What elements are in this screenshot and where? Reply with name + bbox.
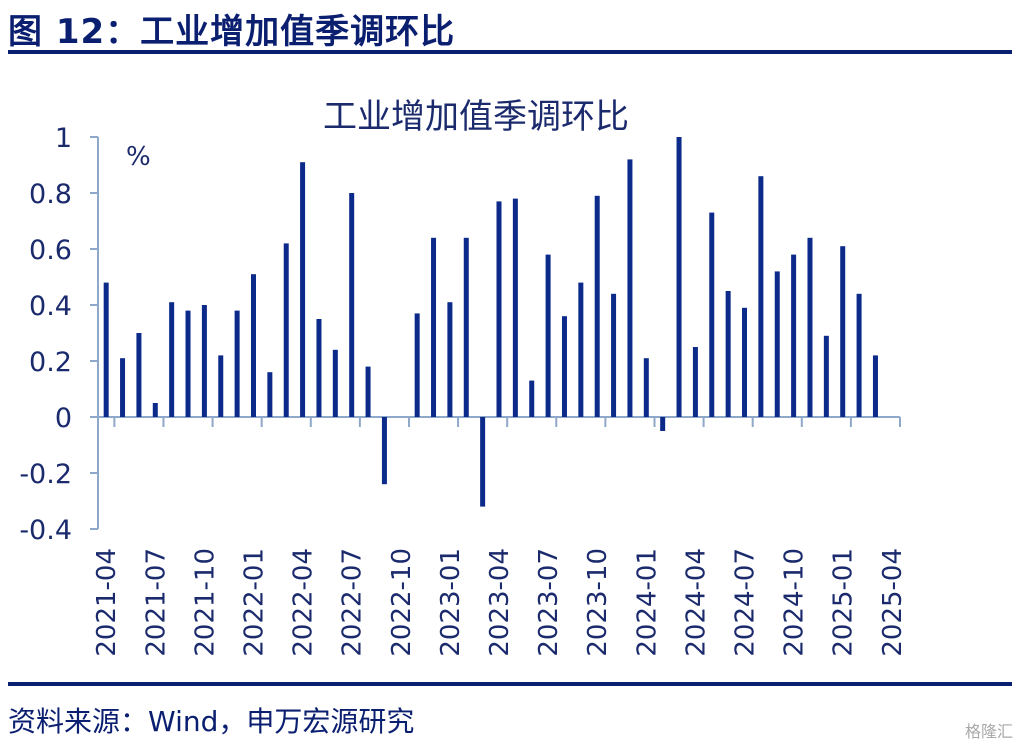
- watermark: 格隆汇: [964, 722, 1013, 741]
- bar: [316, 319, 322, 417]
- bar: [611, 293, 617, 417]
- bar: [872, 355, 878, 417]
- bar: [250, 274, 256, 417]
- x-tick-label: 2023-01: [436, 548, 466, 657]
- y-tick-label: 0: [55, 403, 72, 434]
- x-tick-label: 2024-01: [632, 548, 662, 657]
- source-note: 资料来源：Wind，申万宏源研究: [8, 705, 415, 738]
- bar: [742, 307, 748, 417]
- x-tick-label: 2021-04: [92, 548, 122, 657]
- x-tick-label: 2022-07: [338, 548, 368, 657]
- bar: [431, 237, 437, 417]
- bar: [692, 347, 698, 417]
- bar: [381, 417, 387, 485]
- x-tick-label: 2025-04: [878, 548, 908, 657]
- chart-title: 工业增加值季调环比: [323, 97, 629, 137]
- bar: [365, 366, 371, 417]
- bar: [529, 380, 535, 417]
- bar: [234, 310, 240, 417]
- bar: [709, 212, 715, 417]
- x-tick-label: 2024-07: [731, 548, 761, 657]
- x-tick-label: 2023-10: [583, 548, 613, 657]
- y-tick-label: 0.8: [29, 179, 72, 210]
- bar: [201, 305, 207, 417]
- bar: [791, 254, 797, 417]
- bar: [758, 176, 764, 417]
- bar: [594, 195, 600, 417]
- x-tick-label: 2022-04: [289, 548, 319, 657]
- y-tick-label: 0.4: [29, 291, 72, 322]
- bar: [496, 201, 502, 417]
- figure-title: 图 12：工业增加值季调环比: [8, 12, 456, 52]
- bar: [185, 310, 191, 417]
- bar: [480, 417, 486, 507]
- top-rule: [8, 50, 1012, 54]
- y-tick-label: 1: [55, 123, 72, 154]
- bar: [218, 355, 224, 417]
- bar: [725, 291, 731, 417]
- bar: [660, 417, 666, 431]
- bar: [807, 237, 813, 417]
- y-tick-label: -0.4: [19, 515, 72, 546]
- bar: [169, 302, 175, 417]
- bar: [545, 254, 551, 417]
- bar: [676, 137, 682, 417]
- y-tick-label: -0.2: [19, 459, 72, 490]
- x-tick-label: 2021-10: [190, 548, 220, 657]
- bar: [578, 282, 584, 417]
- bar: [840, 246, 846, 417]
- bar: [463, 237, 469, 417]
- x-tick-label: 2024-04: [681, 548, 711, 657]
- bar: [332, 349, 338, 417]
- x-tick-label: 2025-01: [829, 548, 859, 657]
- bar: [643, 358, 649, 417]
- bar: [561, 316, 567, 417]
- x-tick-label: 2023-04: [485, 548, 515, 657]
- x-tick-label: 2023-07: [534, 548, 564, 657]
- x-tick-label: 2024-10: [780, 548, 810, 657]
- unit-label: %: [126, 142, 151, 172]
- bar: [774, 271, 780, 417]
- bar: [120, 358, 126, 417]
- x-tick-label: 2022-10: [387, 548, 417, 657]
- bar: [283, 243, 289, 417]
- bar: [627, 159, 633, 417]
- y-tick-label: 0.6: [29, 235, 72, 266]
- bar: [103, 282, 109, 417]
- bottom-rule: [8, 682, 1012, 686]
- bar: [512, 198, 518, 417]
- bar: [414, 313, 420, 417]
- bar: [447, 302, 453, 417]
- bar: [152, 403, 158, 417]
- bar: [136, 333, 142, 417]
- bar: [823, 335, 829, 417]
- bar: [856, 293, 862, 417]
- y-tick-label: 0.2: [29, 347, 72, 378]
- x-tick-label: 2021-07: [141, 548, 171, 657]
- bar: [349, 193, 355, 417]
- x-tick-label: 2022-01: [239, 548, 269, 657]
- bar: [300, 162, 306, 417]
- bar: [267, 372, 273, 417]
